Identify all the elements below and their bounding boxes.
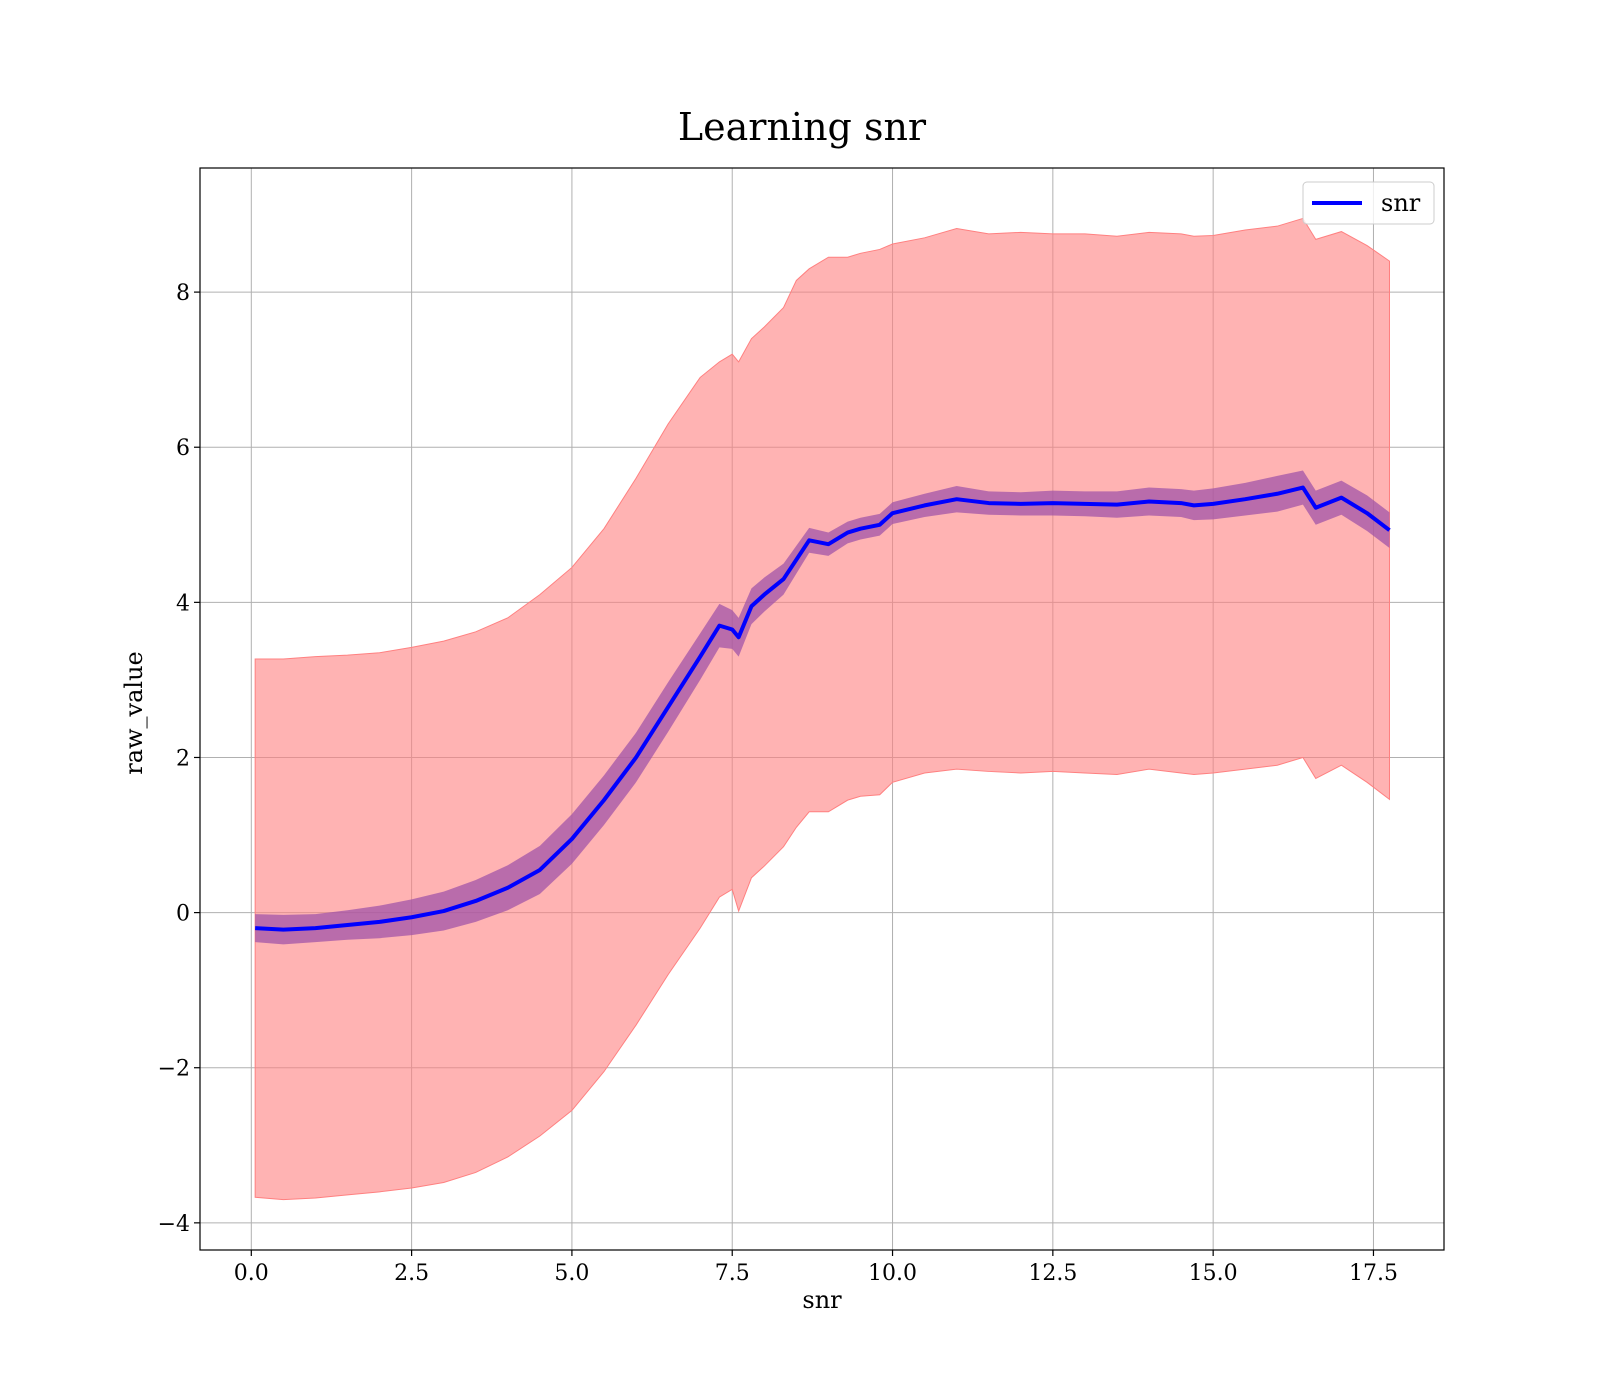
x-tick-label-7: 17.5 <box>1349 1261 1398 1286</box>
x-tick-label-2: 5.0 <box>554 1261 589 1286</box>
y-tick-label-1: −2 <box>158 1057 190 1082</box>
outer-range-band <box>254 217 1390 1201</box>
y-tick-label-3: 2 <box>176 746 190 771</box>
x-tick-label-0: 0.0 <box>234 1261 269 1286</box>
y-tick-label-5: 6 <box>176 436 190 461</box>
y-tick-label-0: −4 <box>158 1212 190 1237</box>
legend-label-snr: snr <box>1381 189 1421 217</box>
x-tick-label-4: 10.0 <box>868 1261 917 1286</box>
x-tick-label-3: 7.5 <box>715 1261 750 1286</box>
x-tick-label-5: 12.5 <box>1028 1261 1077 1286</box>
y-tick-label-4: 4 <box>176 591 190 616</box>
y-axis-label: raw_value <box>120 651 148 775</box>
x-tick-label-1: 2.5 <box>394 1261 429 1286</box>
axes: 0.0 2.5 5.0 7.5 10.0 12.5 15.0 17.5 −4 −2 0 2 4 6 8 <box>158 167 1445 1286</box>
chart-title: Learning snr <box>678 105 927 149</box>
x-axis-label: snr <box>802 1286 842 1314</box>
plot-frame <box>199 167 1445 1251</box>
y-tick-label-2: 0 <box>176 902 190 927</box>
plot-area <box>200 168 1444 1250</box>
series-line-snr <box>255 485 1391 932</box>
legend-box <box>1302 181 1435 225</box>
legend: snr <box>1302 181 1435 225</box>
x-tick-label-6: 15.0 <box>1189 1261 1238 1286</box>
y-tick-label-6: 8 <box>176 281 190 306</box>
